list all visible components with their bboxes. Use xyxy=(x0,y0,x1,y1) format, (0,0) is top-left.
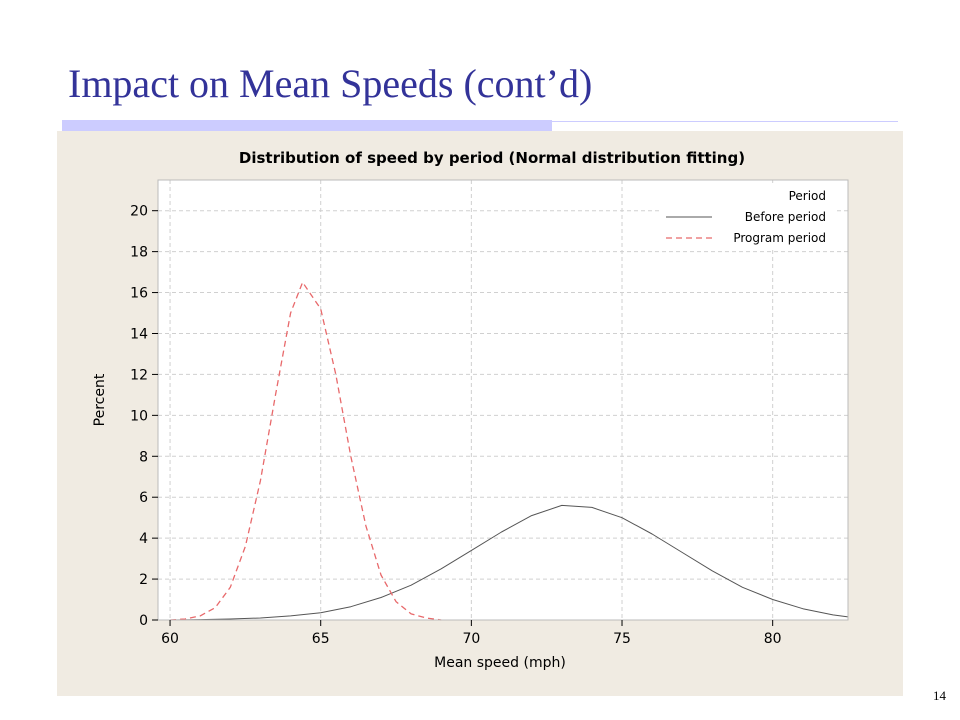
x-tick-label-60: 60 xyxy=(161,631,179,647)
series-lines xyxy=(170,281,849,621)
y-axis-label: Percent xyxy=(92,373,108,426)
title-underline-rule xyxy=(552,121,898,122)
axes: 0 2 4 6 8 10 12 14 16 18 20 60 65 70 75 80 xyxy=(130,204,781,647)
chart-title: Distribution of speed by period (Normal … xyxy=(239,149,745,167)
y-tick-label-2: 2 xyxy=(139,572,148,588)
y-tick-label-0: 0 xyxy=(139,613,148,629)
y-tick-label-20: 20 xyxy=(130,204,148,220)
y-tick-label-16: 16 xyxy=(130,286,148,302)
slide-title: Impact on Mean Speeds (cont’d) xyxy=(68,61,593,106)
series-line-program-period xyxy=(170,281,442,621)
plot-frame xyxy=(157,179,849,621)
y-tick-label-12: 12 xyxy=(130,367,148,383)
title-accent-bar xyxy=(62,120,552,132)
x-tick-label-75: 75 xyxy=(613,631,631,647)
y-tick-label-10: 10 xyxy=(130,408,148,424)
page-number: 14 xyxy=(933,688,946,703)
series-line-before-period xyxy=(170,504,849,621)
x-tick-label-70: 70 xyxy=(462,631,480,647)
y-tick-label-4: 4 xyxy=(139,531,148,547)
x-axis-label: Mean speed (mph) xyxy=(434,655,566,671)
x-tick-label-80: 80 xyxy=(764,631,782,647)
y-tick-label-18: 18 xyxy=(130,245,148,261)
legend: Period Before period Program period xyxy=(660,183,834,249)
x-tick-label-65: 65 xyxy=(312,631,330,647)
legend-label-program: Program period xyxy=(733,231,826,245)
grid-lines xyxy=(158,180,848,620)
y-tick-label-6: 6 xyxy=(139,490,148,506)
chart-panel: Distribution of speed by period (Normal … xyxy=(57,131,903,696)
y-tick-label-8: 8 xyxy=(139,449,148,465)
y-tick-label-14: 14 xyxy=(130,326,148,342)
plot-area xyxy=(158,180,848,620)
legend-label-before: Before period xyxy=(745,210,826,224)
speed-distribution-chart: Distribution of speed by period (Normal … xyxy=(92,149,849,671)
legend-title: Period xyxy=(789,189,826,203)
